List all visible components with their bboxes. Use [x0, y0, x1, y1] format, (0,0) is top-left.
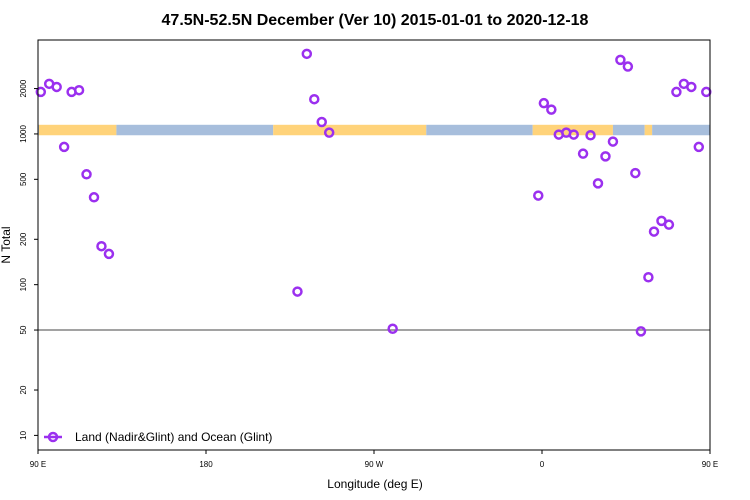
x-tick-label: 0 [540, 460, 545, 469]
band-segment-land [273, 124, 427, 136]
data-point [671, 86, 682, 98]
data-point [686, 81, 697, 93]
y-axis: 10 20 50 100 200 500 1000 2000 [19, 79, 38, 440]
data-point [622, 61, 634, 72]
x-tick-label: 90 E [30, 460, 46, 469]
data-point [35, 86, 47, 98]
legend: Land (Nadir&Glint) and Ocean (Glint) [44, 430, 272, 444]
data-point [73, 84, 85, 96]
band-segment-ocean [612, 124, 645, 136]
legend-marker [47, 431, 59, 443]
y-tick-label: 500 [19, 172, 28, 186]
x-tick-label: 90 W [365, 460, 384, 469]
data-point [309, 93, 320, 105]
y-tick-label: 100 [19, 277, 28, 291]
data-point [648, 226, 660, 237]
data-point [81, 169, 92, 180]
data-point [663, 219, 675, 230]
x-axis-label: Longitude (deg E) [327, 477, 422, 491]
legend-label: Land (Nadir&Glint) and Ocean (Glint) [75, 430, 272, 444]
data-point [538, 97, 550, 109]
data-point [387, 323, 398, 334]
data-point [615, 54, 626, 66]
data-point [546, 104, 557, 115]
x-tick-label: 180 [199, 460, 213, 469]
data-point [630, 167, 641, 179]
band-segment-land [38, 124, 117, 136]
data-point [533, 190, 544, 201]
land-ocean-band [38, 124, 710, 136]
y-tick-label: 50 [19, 325, 28, 334]
data-point [292, 286, 303, 297]
y-tick-label: 10 [19, 430, 28, 439]
y-tick-label: 200 [19, 232, 28, 246]
y-tick-label: 1000 [19, 124, 28, 142]
data-point [585, 130, 596, 141]
y-tick-label: 2000 [19, 79, 28, 97]
data-point [643, 271, 654, 283]
data-point [51, 81, 62, 93]
band-segment-ocean [426, 124, 533, 136]
data-point [96, 240, 107, 252]
data-point [607, 136, 619, 147]
data-point [568, 129, 579, 140]
data-point [316, 116, 327, 128]
data-points [35, 48, 712, 337]
data-point [701, 86, 712, 98]
chart-title: 47.5N-52.5N December (Ver 10) 2015-01-01… [162, 12, 589, 29]
data-point [103, 248, 115, 260]
x-tick-label: 90 E [702, 460, 718, 469]
y-axis-label: N Total [0, 226, 13, 263]
data-point [301, 48, 313, 60]
y-tick-label: 20 [19, 385, 28, 394]
x-axis: 90 E 180 90 W 0 90 E [30, 450, 718, 469]
data-point [88, 192, 100, 203]
data-point [693, 141, 705, 153]
data-point [58, 141, 70, 153]
data-point [635, 326, 647, 337]
plot-frame [37, 39, 711, 451]
data-point [323, 127, 335, 138]
data-point [592, 178, 604, 189]
data-point [577, 148, 589, 159]
data-point [600, 151, 611, 162]
band-segment-ocean [116, 124, 274, 136]
band-segment-land [644, 124, 653, 136]
band-segment-ocean [652, 124, 710, 136]
